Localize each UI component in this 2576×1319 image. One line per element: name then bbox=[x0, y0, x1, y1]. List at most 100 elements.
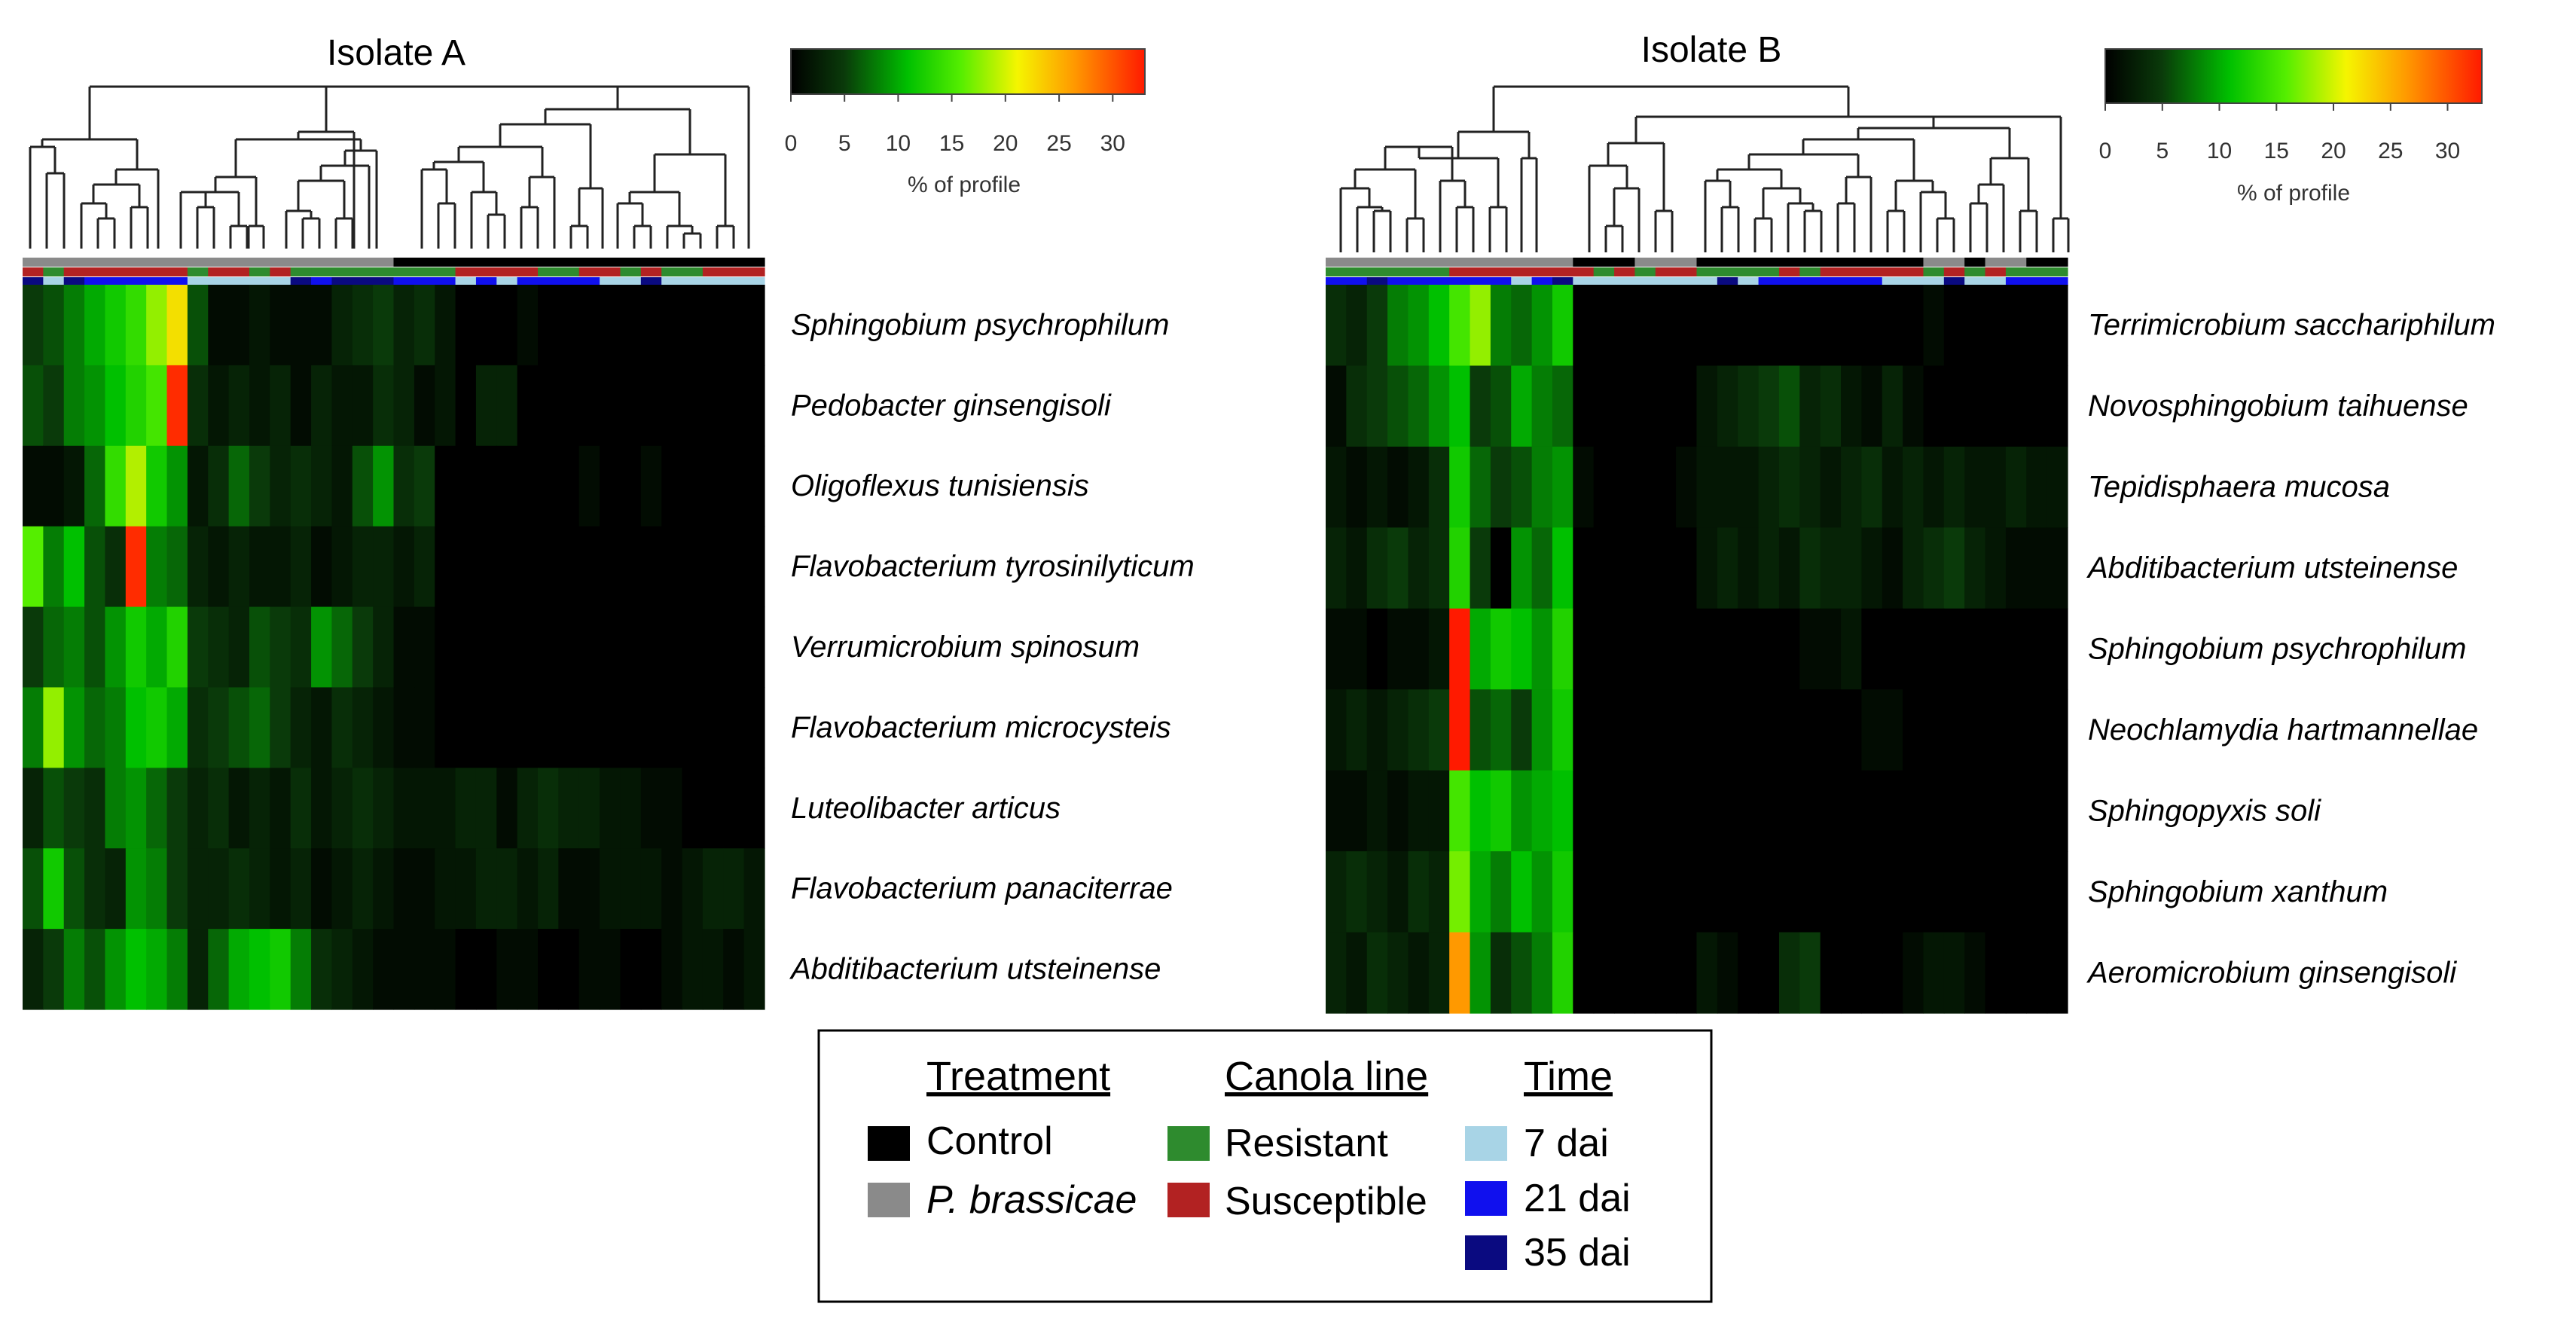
heatmap-cell bbox=[1346, 770, 1368, 852]
heatmap-cell bbox=[270, 687, 291, 768]
heatmap-cell bbox=[1531, 851, 1553, 933]
heatmap-cell bbox=[1778, 932, 1800, 1014]
heatmap-cell bbox=[2026, 608, 2048, 690]
heatmap-cell bbox=[496, 768, 518, 849]
annotation-time-cell bbox=[1676, 277, 1698, 286]
heatmap-cell bbox=[661, 526, 683, 608]
heatmap-cell bbox=[1593, 689, 1615, 771]
heatmap-cell bbox=[1861, 446, 1883, 528]
heatmap-cell bbox=[1943, 527, 1965, 609]
heatmap-cell bbox=[166, 929, 188, 1010]
annotation-time-cell bbox=[2026, 277, 2048, 286]
heatmap-cell bbox=[475, 848, 497, 930]
heatmap-cell bbox=[743, 365, 765, 447]
heatmap-cell bbox=[1903, 527, 1924, 609]
heatmap-cell bbox=[249, 687, 270, 768]
heatmap-cell bbox=[723, 365, 745, 447]
annotation-canola-cell bbox=[640, 267, 662, 276]
annotation-canola-cell bbox=[1923, 267, 1945, 276]
heatmap-cell bbox=[620, 526, 642, 608]
heatmap-cell bbox=[1387, 932, 1409, 1014]
heatmap-cell bbox=[661, 929, 683, 1010]
heatmap-cell bbox=[1531, 608, 1553, 690]
heatmap-cell bbox=[517, 526, 539, 608]
annotation-canola-cell bbox=[1799, 267, 1821, 276]
heatmap-cell bbox=[187, 929, 209, 1010]
annotation-treatment-cell bbox=[1799, 258, 1821, 267]
heatmap-cell bbox=[435, 285, 456, 366]
annotation-canola-cell bbox=[1758, 267, 1780, 276]
heatmap-cell bbox=[435, 687, 456, 768]
heatmap-cell bbox=[578, 687, 600, 768]
annotation-treatment-cell bbox=[187, 258, 209, 267]
annotation-canola-cell bbox=[373, 267, 395, 276]
heatmap-cell bbox=[1758, 446, 1780, 528]
heatmap-cell bbox=[1738, 932, 1760, 1014]
legend-box bbox=[817, 1029, 1713, 1303]
heatmap-cell bbox=[23, 526, 44, 608]
heatmap-cell bbox=[517, 687, 539, 768]
heatmap-cell bbox=[1676, 365, 1698, 447]
heatmap-cell bbox=[1923, 527, 1945, 609]
heatmap-cell bbox=[270, 606, 291, 689]
heatmap-cell bbox=[1490, 446, 1512, 528]
legend-swatch-resistant bbox=[1167, 1126, 1210, 1161]
heatmap-cell bbox=[1758, 527, 1780, 609]
heatmap-cell bbox=[1470, 446, 1491, 528]
heatmap-cell bbox=[125, 445, 147, 527]
annotation-treatment-cell bbox=[1552, 258, 1573, 267]
heatmap-cell bbox=[578, 606, 600, 689]
heatmap-cell bbox=[1903, 285, 1924, 367]
heatmap-cell bbox=[414, 445, 435, 527]
heatmap-cell bbox=[620, 687, 642, 768]
legend-label-control: Control bbox=[926, 1119, 1053, 1163]
annotation-time-cell bbox=[1861, 277, 1883, 286]
heatmap-cell bbox=[1428, 689, 1450, 771]
heatmap-cell bbox=[1861, 851, 1883, 933]
heatmap-cell bbox=[125, 285, 147, 366]
heatmap-cell bbox=[105, 606, 127, 689]
heatmap-cell bbox=[43, 687, 65, 768]
species-label: Sphingopyxis soli bbox=[2088, 794, 2321, 827]
heatmap-cell bbox=[1964, 608, 1986, 690]
heatmap-cell bbox=[1346, 608, 1368, 690]
heatmap-cell bbox=[1841, 527, 1862, 609]
heatmap-cell bbox=[1531, 446, 1553, 528]
heatmap-cell bbox=[331, 445, 353, 527]
heatmap-cell bbox=[1717, 285, 1738, 367]
colorbar-tick-label: 20 bbox=[993, 131, 1018, 156]
annotation-treatment-cell bbox=[270, 258, 291, 267]
heatmap-cell bbox=[414, 687, 435, 768]
annotation-treatment-cell bbox=[1903, 258, 1924, 267]
heatmap-cell bbox=[1634, 527, 1656, 609]
heatmap-cell bbox=[475, 606, 497, 689]
annotation-treatment-cell bbox=[23, 258, 44, 267]
heatmap-cell bbox=[1366, 770, 1388, 852]
heatmap-cell bbox=[146, 285, 168, 366]
annotation-canola-cell bbox=[1449, 267, 1471, 276]
colorbar-tick-label: 5 bbox=[2156, 139, 2169, 163]
heatmap-cell bbox=[1573, 365, 1595, 447]
heatmap-cell bbox=[1552, 932, 1573, 1014]
heatmap-cell bbox=[723, 285, 745, 366]
annotation-time-cell bbox=[352, 277, 374, 286]
heatmap-cell bbox=[1903, 446, 1924, 528]
heatmap-cell bbox=[311, 526, 333, 608]
heatmap-cell bbox=[1903, 932, 1924, 1014]
heatmap-cell bbox=[661, 606, 683, 689]
heatmap-cell bbox=[2005, 770, 2027, 852]
annotation-time-cell bbox=[1923, 277, 1945, 286]
heatmap-cell bbox=[63, 687, 85, 768]
heatmap-cell bbox=[249, 606, 270, 689]
heatmap-cell bbox=[435, 445, 456, 527]
heatmap-cell bbox=[1676, 689, 1698, 771]
annotation-time-cell bbox=[290, 277, 312, 286]
heatmap-cell bbox=[558, 445, 580, 527]
annotation-time-cell bbox=[475, 277, 497, 286]
heatmap-cell bbox=[1655, 608, 1677, 690]
heatmap-cell bbox=[640, 848, 662, 930]
heatmap-cell bbox=[496, 848, 518, 930]
heatmap-cell bbox=[661, 365, 683, 447]
heatmap-cell bbox=[187, 445, 209, 527]
annotation-time-cell bbox=[1573, 277, 1595, 286]
